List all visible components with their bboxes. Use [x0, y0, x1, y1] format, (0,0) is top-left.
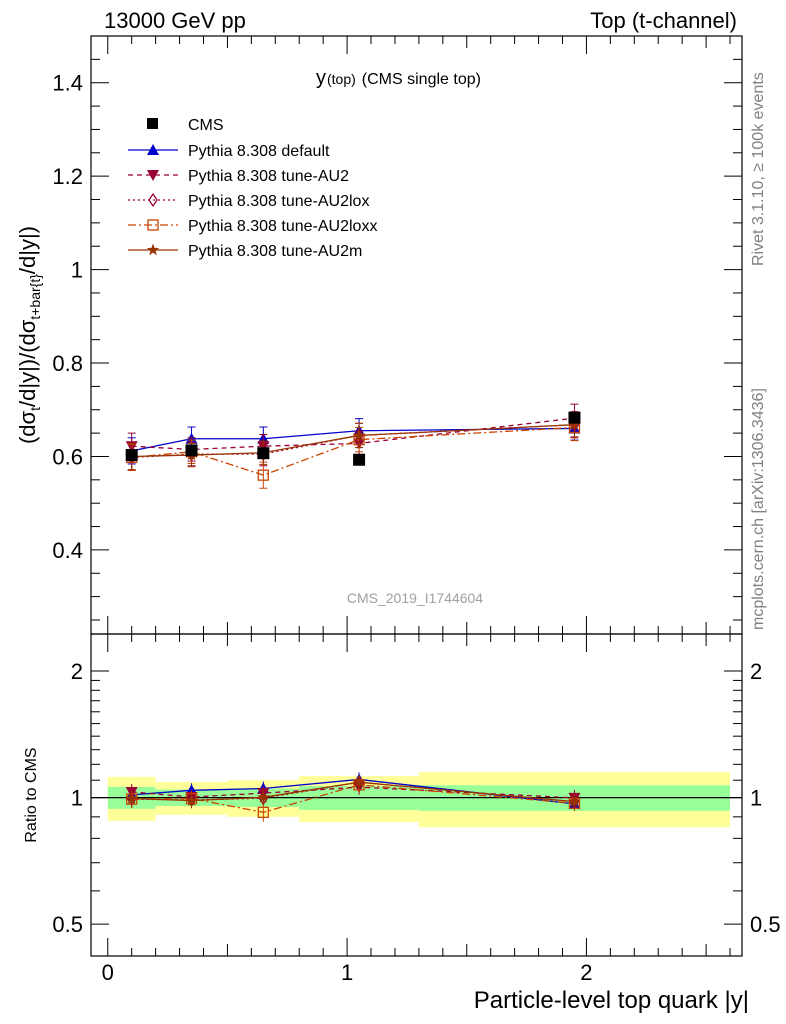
- legend-marker: [146, 243, 160, 256]
- ratio-ytick-label-right: 2: [750, 659, 762, 684]
- main-ylabel: (dσt/d|y|)/(dσt+bar{t}/d|y|): [15, 226, 43, 444]
- ratio-series-layer: [125, 772, 581, 822]
- main-series-layer: [125, 403, 581, 489]
- plot-title: y(top) (CMS single top): [316, 67, 481, 89]
- xtick-label: 2: [580, 960, 592, 985]
- ratio-panel-frame: [90, 633, 743, 957]
- series-5-ratio-point: [125, 792, 138, 804]
- cms-data-point: [353, 453, 366, 466]
- legend-marker: [148, 192, 158, 208]
- header-left: 13000 GeV pp: [104, 8, 246, 33]
- ratio-ytick-label-right: 0.5: [750, 912, 781, 937]
- legend-label: Pythia 8.308 tune-AU2loxx: [188, 218, 377, 235]
- legend-label: Pythia 8.308 tune-AU2lox: [188, 193, 369, 210]
- legend-marker: [147, 144, 159, 155]
- axis-ticks: [91, 36, 742, 956]
- series-5-ratio-point: [185, 794, 198, 806]
- series-4-line: [131, 426, 575, 476]
- header-right: Top (t-channel): [590, 8, 737, 33]
- main-ytick-label: 0.8: [52, 351, 83, 376]
- watermark: CMS_2019_I1744604: [347, 590, 483, 606]
- main-ytick-label: 0.4: [52, 538, 83, 563]
- legend: CMS Pythia 8.308 default Pythia 8.308 tune…: [128, 117, 377, 260]
- plot-title-sub: (top): [327, 71, 356, 87]
- rivet-label: Rivet 3.1.10, ≥ 100k events: [750, 72, 767, 266]
- cms-data-point: [185, 444, 198, 457]
- xtick-label: 0: [102, 960, 114, 985]
- plot-title-rest: (CMS single top): [362, 71, 481, 88]
- legend-label: Pythia 8.308 default: [188, 143, 330, 160]
- ratio-ytick-label-left: 0.5: [52, 912, 83, 937]
- cms-data-point: [568, 411, 581, 424]
- main-ytick-label: 1.4: [52, 71, 83, 96]
- axis-tick-labels: 0.4 0.6 0.8 1 1.2 1.4 0.5 0.5 1 1 2 2 0 1 2: [52, 71, 780, 985]
- legend-marker: [147, 219, 159, 231]
- series-5-ratio-point: [257, 790, 270, 803]
- series-5-point: [568, 418, 581, 430]
- ratio-ytick-label-left: 1: [71, 786, 83, 811]
- series-2-line: [131, 417, 575, 451]
- mcplots-label: mcplots.cern.ch [arXiv:1306.3436]: [750, 388, 767, 630]
- legend-cms-marker: [147, 118, 158, 129]
- xlabel: Particle-level top quark |y|: [474, 987, 749, 1014]
- xtick-label: 1: [341, 960, 353, 985]
- ratio-ytick-label-right: 1: [750, 786, 762, 811]
- ratio-ytick-label-left: 2: [71, 659, 83, 684]
- cms-data-point: [257, 447, 270, 460]
- series-4-ratio-point: [257, 806, 269, 818]
- main-ytick-label: 1: [71, 258, 83, 283]
- legend-marker: [147, 170, 159, 181]
- main-ytick-label: 1.2: [52, 164, 83, 189]
- legend-label: Pythia 8.308 tune-AU2: [188, 168, 349, 185]
- series-5-ratio-point: [352, 775, 366, 788]
- series-4-point: [257, 469, 269, 481]
- legend-label: Pythia 8.308 tune-AU2m: [188, 243, 362, 260]
- series-5-point: [352, 428, 366, 441]
- plot-title-main: y: [316, 67, 326, 89]
- ratio-ylabel: Ratio to CMS: [23, 747, 40, 842]
- cms-data-point: [125, 449, 138, 462]
- series-5-ratio-point: [568, 795, 581, 807]
- main-ytick-label: 0.6: [52, 444, 83, 469]
- legend-cms-label: CMS: [188, 117, 224, 134]
